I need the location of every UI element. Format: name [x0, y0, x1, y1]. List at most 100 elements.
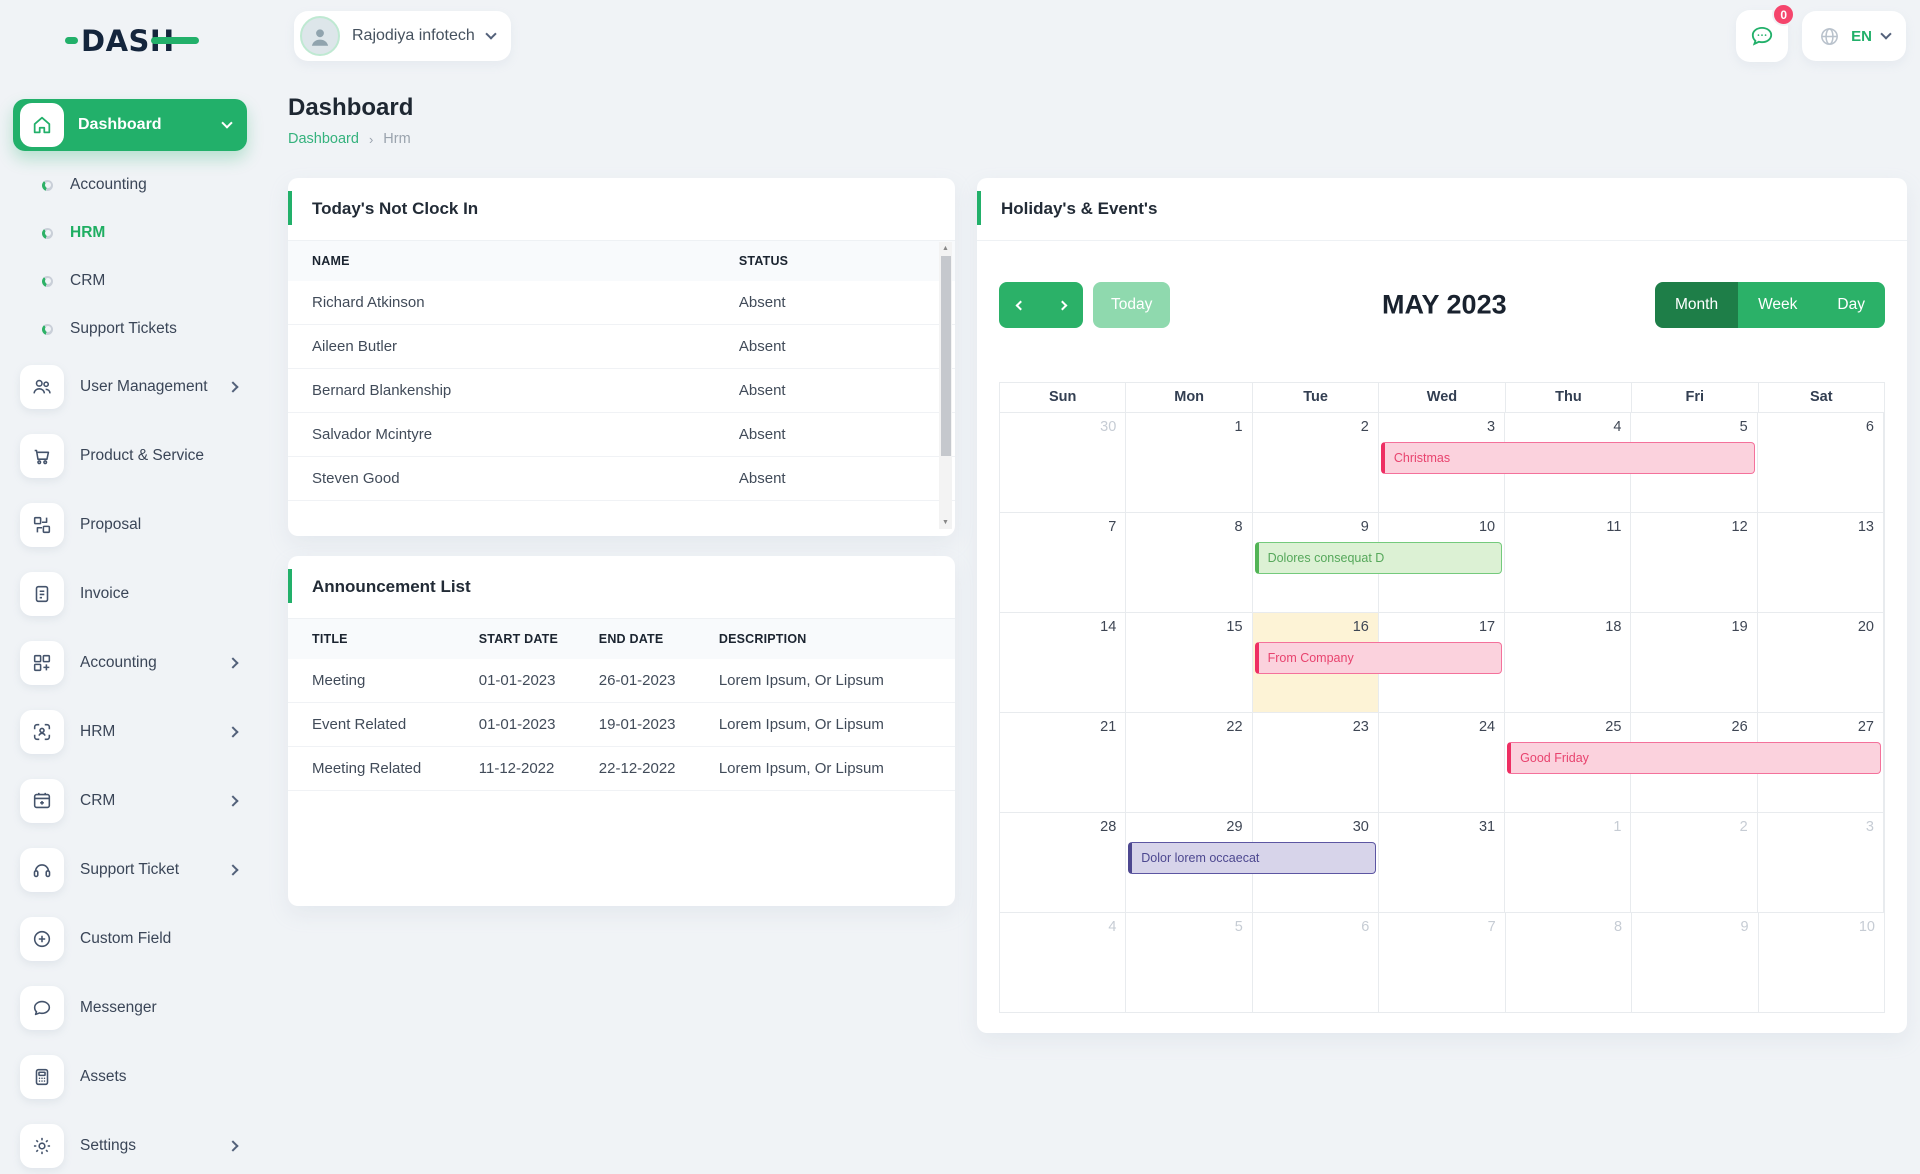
sidebar-subitem-label: HRM — [70, 224, 105, 242]
column-header: START DATE — [455, 619, 575, 659]
calendar-day-cell[interactable]: 20 — [1758, 613, 1884, 712]
sidebar-item-product-service[interactable]: Product & Service — [13, 428, 247, 484]
scroll-down-icon[interactable]: ▼ — [939, 516, 952, 529]
calendar-day-cell[interactable]: 6 — [1758, 413, 1884, 512]
calendar-day-cell[interactable]: 1 — [1126, 413, 1252, 512]
sidebar-item-proposal[interactable]: Proposal — [13, 497, 247, 553]
calendar-event-good-friday[interactable]: Good Friday — [1507, 742, 1881, 774]
calendar-day-cell[interactable]: 4 — [1000, 913, 1126, 1012]
sidebar-subitem-hrm[interactable]: HRM — [13, 209, 247, 257]
sidebar-item-dashboard[interactable]: Dashboard — [13, 99, 247, 151]
calendar-day-cell[interactable]: 19 — [1631, 613, 1757, 712]
today-button[interactable]: Today — [1093, 282, 1170, 328]
breadcrumb-link[interactable]: Dashboard — [288, 131, 359, 147]
next-month-button[interactable] — [1041, 282, 1083, 328]
calendar-day-cell[interactable]: 3 — [1758, 813, 1884, 912]
calendar-day-cell[interactable]: 7 — [1000, 513, 1126, 612]
sidebar-item-label: Custom Field — [80, 930, 237, 948]
table-cell: Absent — [715, 369, 955, 413]
messages-button[interactable]: 0 — [1736, 10, 1788, 62]
topbar-actions: 0 EN — [1736, 10, 1906, 62]
prev-month-button[interactable] — [999, 282, 1041, 328]
calendar-day-cell[interactable]: 5 — [1126, 913, 1252, 1012]
sidebar-item-label: Messenger — [80, 999, 237, 1017]
weekday-label: Sun — [1000, 383, 1126, 412]
headset-icon — [20, 848, 64, 892]
sidebar-item-label: Assets — [80, 1068, 237, 1086]
app-logo[interactable]: DASH — [65, 20, 247, 65]
calendar-day-cell[interactable]: 12 — [1631, 513, 1757, 612]
calendar-day-cell[interactable]: 31 — [1379, 813, 1505, 912]
calendar-day-cell[interactable]: 22 — [1126, 713, 1252, 812]
view-button-month[interactable]: Month — [1655, 282, 1738, 328]
view-button-day[interactable]: Day — [1817, 282, 1885, 328]
scroll-up-icon[interactable]: ▲ — [939, 242, 952, 255]
calendar-day-cell[interactable]: 7 — [1379, 913, 1505, 1012]
table-cell: Meeting Related — [288, 747, 455, 791]
sidebar-subitem-crm[interactable]: CRM — [13, 257, 247, 305]
chevron-right-icon — [227, 726, 238, 737]
calendar-day-cell[interactable]: 21 — [1000, 713, 1126, 812]
view-button-week[interactable]: Week — [1738, 282, 1817, 328]
table-cell: Absent — [715, 325, 955, 369]
sidebar-item-hrm[interactable]: HRM — [13, 704, 247, 760]
chevron-right-icon — [227, 657, 238, 668]
calendar-event-from-company[interactable]: From Company — [1255, 642, 1503, 674]
calendar-card-title: Holiday's & Event's — [977, 178, 1907, 241]
sidebar-item-crm[interactable]: CRM — [13, 773, 247, 829]
calendar-day-cell[interactable]: 6 — [1253, 913, 1379, 1012]
calendar-day-cell[interactable]: 30 — [1000, 413, 1126, 512]
calendar-day-cell[interactable]: 14 — [1000, 613, 1126, 712]
table-cell: 01-01-2023 — [455, 703, 575, 747]
sidebar-item-settings[interactable]: Settings — [13, 1118, 247, 1174]
sidebar-subitem-accounting[interactable]: Accounting — [13, 161, 247, 209]
calendar-event-dolores-consequat-d[interactable]: Dolores consequat D — [1255, 542, 1503, 574]
calendar-day-cell[interactable]: 13 — [1758, 513, 1884, 612]
sidebar-item-accounting[interactable]: Accounting — [13, 635, 247, 691]
calendar-day-cell[interactable]: 28 — [1000, 813, 1126, 912]
calendar-day-cell[interactable]: 8 — [1126, 513, 1252, 612]
calendar-day-cell[interactable]: 1 — [1505, 813, 1631, 912]
calendar-day-cell[interactable]: 18 — [1505, 613, 1631, 712]
company-selector[interactable]: Rajodiya infotech — [294, 11, 511, 61]
calendar-event-christmas[interactable]: Christmas — [1381, 442, 1755, 474]
sidebar-item-assets[interactable]: Assets — [13, 1049, 247, 1105]
calendar-day-cell[interactable]: 15 — [1126, 613, 1252, 712]
calendar-event-dolor-lorem-occaecat[interactable]: Dolor lorem occaecat — [1128, 842, 1376, 874]
scrollbar[interactable]: ▲ ▼ — [939, 242, 952, 529]
sidebar-subitem-support-tickets[interactable]: Support Tickets — [13, 305, 247, 353]
calendar-day-cell[interactable]: 8 — [1506, 913, 1632, 1012]
sidebar-item-user-management[interactable]: User Management — [13, 359, 247, 415]
chevron-right-icon — [227, 864, 238, 875]
sidebar-item-messenger[interactable]: Messenger — [13, 980, 247, 1036]
calendar-day-cell[interactable]: 11 — [1505, 513, 1631, 612]
calendar-day-cell[interactable]: 2 — [1253, 413, 1379, 512]
sidebar-item-invoice[interactable]: Invoice — [13, 566, 247, 622]
table-cell: Aileen Butler — [288, 325, 715, 369]
calculator-icon — [20, 1055, 64, 1099]
chat-bubble-icon — [1749, 23, 1775, 49]
calendar-day-cell[interactable]: 10 — [1759, 913, 1884, 1012]
calendar-day-cell[interactable]: 24 — [1379, 713, 1505, 812]
calendar-day-cell[interactable]: 2 — [1631, 813, 1757, 912]
calendar-day-cell[interactable]: 9 — [1632, 913, 1758, 1012]
sidebar-item-custom-field[interactable]: Custom Field — [13, 911, 247, 967]
cart-icon — [20, 434, 64, 478]
scrollbar-thumb[interactable] — [941, 256, 951, 456]
sidebar-item-support-ticket[interactable]: Support Ticket — [13, 842, 247, 898]
sidebar-item-label: User Management — [80, 378, 213, 396]
weekday-label: Wed — [1379, 383, 1505, 412]
calendar-day-cell[interactable]: 23 — [1253, 713, 1379, 812]
chevron-down-icon — [221, 117, 232, 128]
table-cell: Event Related — [288, 703, 455, 747]
language-selector[interactable]: EN — [1802, 11, 1906, 61]
